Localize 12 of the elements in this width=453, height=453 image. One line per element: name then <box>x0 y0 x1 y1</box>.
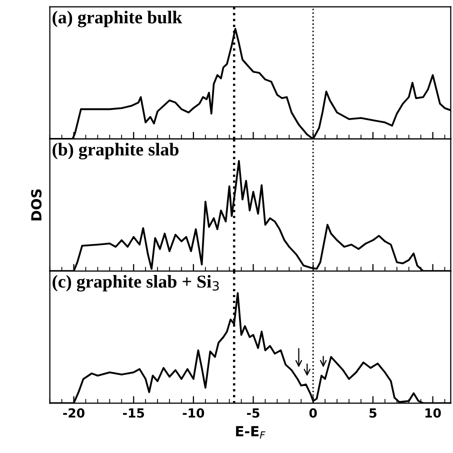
chart-title: (b) graphite slab <box>52 142 179 160</box>
x-tick-label: -15 <box>122 408 144 418</box>
x-tick-label: -5 <box>247 408 260 418</box>
x-tick-label: 0 <box>309 408 317 418</box>
x-tick-label: 10 <box>425 408 441 418</box>
x-tick-label: 5 <box>370 408 376 418</box>
x-tick-label: -20 <box>63 408 84 418</box>
x-tick-label: -10 <box>182 408 204 418</box>
y-axis-title: DOS <box>31 189 42 220</box>
chart-title: (c) graphite slab + Si$_{3}$ <box>52 275 219 292</box>
x-axis-title: E-E$_{F}$ <box>236 426 266 439</box>
chart-title: (a) graphite bulk <box>52 10 182 28</box>
